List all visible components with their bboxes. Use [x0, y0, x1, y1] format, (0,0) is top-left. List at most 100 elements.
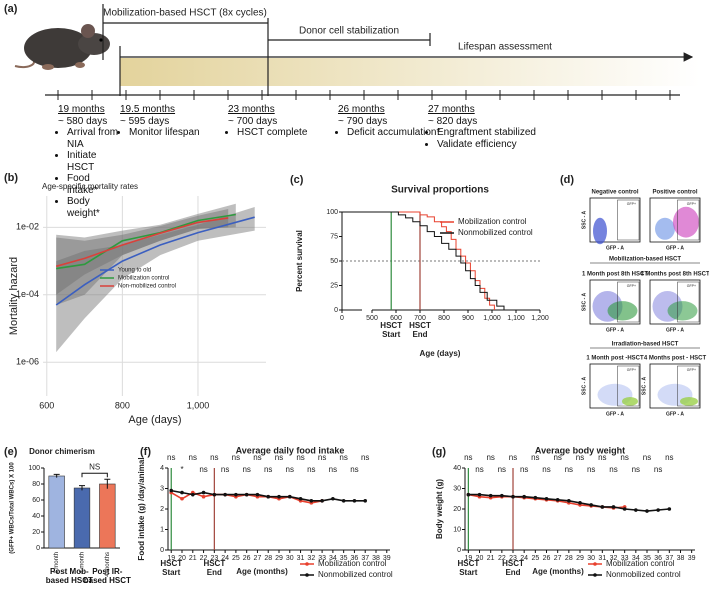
- flow-gate: [677, 199, 700, 241]
- data-point: [600, 505, 605, 509]
- legend-label: Nonmobilized control: [606, 570, 681, 579]
- data-point: [331, 496, 335, 501]
- y-tick-label: 1e-02: [16, 222, 39, 232]
- x-tick-label: 28: [565, 555, 573, 562]
- panel-label: (b): [4, 172, 18, 184]
- legend-swatch: [593, 573, 597, 577]
- x-tick-label: 33: [318, 555, 326, 562]
- y-tick-label: 1: [160, 526, 164, 533]
- legend-swatch: [593, 562, 597, 566]
- milestone-days: ~ 595 days: [120, 115, 170, 127]
- milestone-note: HSCT complete: [237, 127, 328, 139]
- x-axis-title: Age (days): [128, 414, 181, 426]
- significance-label: ns: [498, 465, 506, 474]
- data-point: [477, 492, 482, 497]
- x-tick-label: 800: [438, 315, 450, 322]
- flow-group-title: Mobilization-based HSCT: [609, 257, 681, 263]
- flow-plot-title: 4 Months post 8th HSCT: [640, 272, 709, 278]
- y-tick-label: 0: [160, 547, 164, 554]
- chart-title: Average body weight: [535, 445, 625, 455]
- y-tick-label: 3: [160, 485, 164, 492]
- x-tick-label: 24: [221, 555, 229, 562]
- y-tick-label: 4: [160, 465, 164, 472]
- significance-label: ns: [542, 465, 550, 474]
- data-point: [266, 494, 271, 499]
- significance-label: ns: [486, 453, 494, 462]
- x-tick-label: 28: [264, 555, 272, 562]
- milestone-notes: Engraftment stabilizedValidate efficienc…: [428, 127, 558, 150]
- data-point: [341, 499, 346, 503]
- flow-plot: GFP+ 4 Months post - HSCT GFP - A SSC - A: [641, 356, 706, 418]
- x-tick-label: 30: [587, 555, 595, 562]
- milestone: 19.5 months~ 595 daysMonitor lifespan: [120, 104, 215, 139]
- chart-title: Average daily food intake: [236, 445, 345, 455]
- x-tick-label: 27: [254, 555, 262, 562]
- data-point: [298, 496, 303, 501]
- data-point: [533, 495, 538, 500]
- data-point: [320, 499, 324, 503]
- significance-label: ns: [475, 465, 483, 474]
- x-tick-label: 25: [531, 555, 539, 562]
- data-point: [500, 493, 504, 498]
- flow-events: [593, 217, 607, 245]
- x-tick-label: 26: [243, 555, 251, 562]
- event-label: Start: [382, 330, 401, 339]
- x-tick-label: 1,000: [483, 315, 501, 322]
- lifespan-band: [120, 58, 700, 86]
- data-point: [309, 499, 314, 503]
- flow-events: [622, 397, 638, 406]
- timeline-ticks: [57, 90, 671, 100]
- event-label: HSCT: [203, 559, 225, 568]
- x-tick-label: 24: [520, 555, 528, 562]
- series-line: [342, 211, 495, 310]
- flow-plot-title: Positive control: [652, 190, 697, 196]
- phase-label: Mobilization-based HSCT (8x cycles): [103, 8, 267, 19]
- x-tick-label: 1,000: [187, 400, 210, 410]
- x-tick-label: 31: [598, 555, 606, 562]
- flow-y-label: SSC - A: [581, 211, 587, 230]
- significance-label: ns: [286, 465, 294, 474]
- legend-label: Mobilization control: [318, 559, 387, 568]
- significance-label: ns: [329, 465, 337, 474]
- x-tick-label: 700: [414, 315, 426, 322]
- flow-gate: [677, 281, 700, 323]
- milestone-days: ~ 700 days: [228, 115, 278, 127]
- x-tick-label: 37: [665, 555, 673, 562]
- legend-label: Young to old: [118, 268, 151, 274]
- x-axis-title: Age (months): [236, 567, 288, 576]
- x-tick-label: 4 months: [105, 552, 111, 577]
- y-tick-label: 50: [330, 258, 338, 265]
- series-line: [56, 213, 236, 270]
- milestone-notes: Deficit accumulation*: [338, 127, 458, 139]
- milestone-note: Food intake*: [67, 173, 120, 196]
- x-tick-label: 21: [189, 555, 197, 562]
- phase-label: Lifespan assessment: [458, 42, 552, 53]
- flow-x-label: GFP - A: [606, 327, 624, 333]
- legend-label: Non-mobilized control: [118, 284, 176, 290]
- data-point: [589, 503, 593, 507]
- event-label: HSCT: [160, 559, 182, 568]
- significance-label: *: [180, 465, 183, 474]
- data-point: [287, 494, 292, 499]
- x-tick-label: 0: [340, 315, 344, 322]
- flow-gate: [617, 281, 640, 323]
- legend-swatch: [305, 562, 309, 566]
- x-tick-label: 32: [307, 555, 315, 562]
- event-label: Start: [162, 568, 181, 577]
- flow-plot: GFP+ 1 Month post 8th HSCT GFP - A SSC - A: [581, 272, 648, 334]
- data-point: [634, 508, 638, 512]
- milestone-notes: Monitor lifespan: [120, 127, 215, 139]
- data-point: [234, 492, 238, 497]
- gate-label: GFP+: [627, 284, 636, 288]
- milestone-notes: Arrival from NIAInitiate HSCTFood intake…: [58, 127, 120, 219]
- x-tick-label: 38: [677, 555, 685, 562]
- y-axis-title: Percent survival: [295, 230, 304, 292]
- significance-label: ns: [167, 453, 175, 462]
- y-axis-title: Body weight (g): [435, 479, 444, 539]
- significance-label: ns: [531, 453, 539, 462]
- x-tick-label: 1,100: [507, 315, 525, 322]
- chart: Donor chimerism (GFP+ WBCs/Total WBCs) X …: [10, 447, 120, 577]
- significance-label: ns: [296, 453, 304, 462]
- phase-brackets: [45, 4, 694, 96]
